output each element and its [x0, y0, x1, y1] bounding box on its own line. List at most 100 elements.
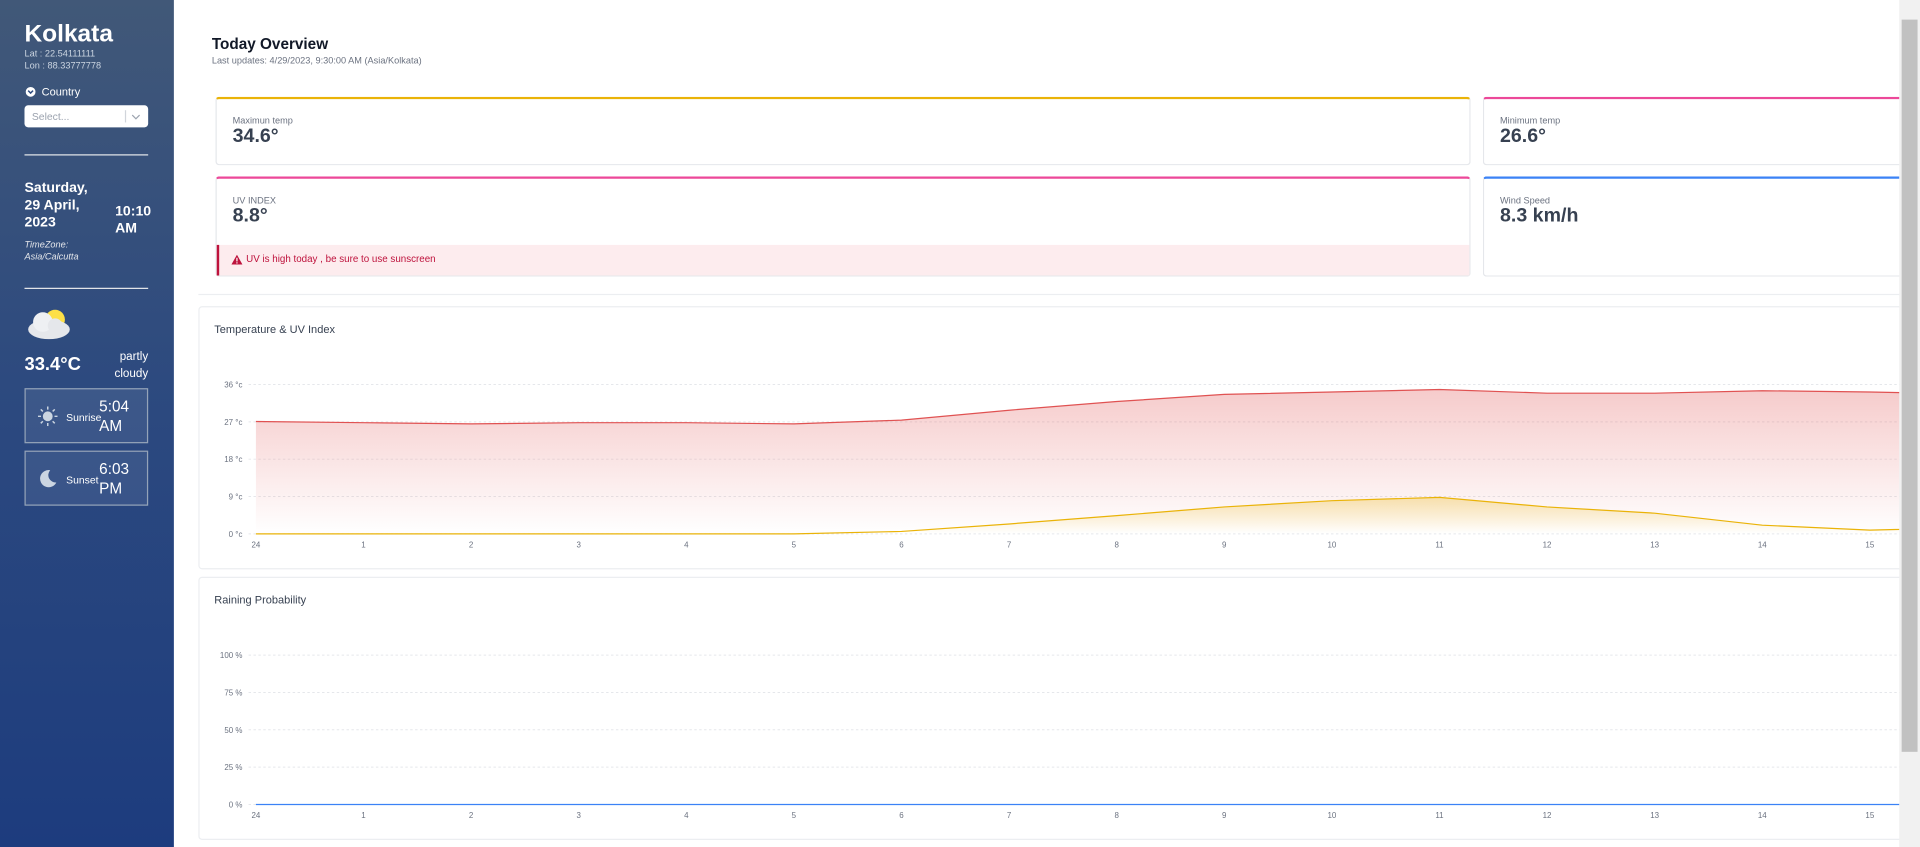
divider [198, 293, 1913, 296]
y-tick-label: 9 °c [229, 493, 243, 502]
sunset-label: Sunset [66, 473, 99, 487]
chart-title: Temperature & UV Index [214, 323, 335, 336]
y-tick-label: 27 °c [224, 418, 242, 427]
uv-alert: UV is high today , be sure to use sunscr… [216, 244, 1470, 276]
card-label: Wind Speed [1500, 194, 1551, 206]
warning-icon [231, 254, 243, 265]
country-select[interactable]: Select... [24, 105, 149, 128]
chevron [131, 114, 141, 120]
y-tick-label: 18 °c [224, 455, 242, 464]
wind-card: Wind Speed 8.3 km/h [1482, 176, 1912, 277]
x-tick-label: 4 [684, 811, 689, 820]
y-tick-label: 100 % [220, 651, 243, 660]
x-tick-label: 3 [576, 540, 581, 549]
area [255, 389, 1901, 534]
card-label: Maximun temp [232, 115, 293, 127]
card-value: 26.6° [1500, 126, 1546, 147]
timezone: TimeZone: Asia/Calcutta [24, 238, 79, 263]
x-tick-label: 15 [1865, 540, 1874, 549]
area [255, 497, 1901, 534]
y-tick-label: 25 % [224, 763, 242, 772]
x-tick-label: 7 [1007, 540, 1012, 549]
x-tick-label: 13 [1650, 540, 1659, 549]
x-tick-label: 5 [792, 811, 797, 820]
scrollbar-thumb[interactable] [1901, 19, 1918, 752]
weather-icon [28, 309, 70, 340]
card-value: 8.8° [232, 205, 268, 227]
x-tick-label: 12 [1543, 811, 1552, 820]
line [255, 388, 1901, 425]
sunrise-label: Sunrise [66, 411, 102, 424]
x-tick-label: 15 [1865, 811, 1874, 820]
card-value: 34.6° [232, 126, 279, 147]
moon-icon [40, 470, 57, 488]
date: Saturday, 29 April, 2023 [24, 181, 88, 231]
scrollbar[interactable] [1899, 0, 1920, 847]
x-tick-label: 2 [469, 540, 474, 549]
chart-title: Raining Probability [214, 593, 307, 607]
min-temp-card: Minimum temp 26.6° [1482, 96, 1912, 166]
y-tick-label: 36 °c [224, 381, 242, 390]
x-tick-label: 14 [1758, 540, 1767, 549]
select-placeholder: Select... [31, 110, 70, 123]
chart: 0 %25 %50 %75 %100 %24 1 2 3 4 5 6 7 8 9 10 11 12 13 1… [220, 651, 1901, 820]
x-tick-label: 3 [576, 811, 581, 820]
divider [24, 154, 149, 156]
last-updated: Last updates: 4/29/2023, 9:30:00 AM (Asi… [211, 55, 422, 67]
x-tick-label: 7 [1007, 811, 1012, 820]
x-tick-label: 8 [1114, 811, 1119, 820]
x-tick-label: 24 [251, 811, 260, 820]
rain-panel: Raining Probability 0 % 25 % 50 % 75 % 100 %… [198, 576, 1913, 841]
temp-uv-panel: Temperature & UV Index 0 °c 9 °c 18 °c 27 °… [198, 306, 1913, 570]
alert-text: UV is high today , be sure to use sunscr… [246, 253, 436, 265]
x-tick-label: 4 [684, 540, 689, 549]
x-tick-label: 6 [899, 540, 904, 549]
sunset-time: 6:03 PM [99, 460, 129, 498]
max-temp-card: Maximun temp 34.6° [215, 96, 1471, 166]
sun-icon [37, 406, 58, 427]
x-tick-label: 2 [469, 811, 474, 820]
x-tick-label: 9 [1222, 540, 1227, 549]
divider [24, 287, 149, 289]
sidebar: Kolkata Lat : 22.54111111 Lon : 88.33777… [0, 0, 174, 847]
line [255, 496, 1901, 535]
x-tick-label: 11 [1435, 540, 1444, 549]
y-tick-label: 75 % [224, 689, 242, 698]
x-tick-label: 5 [792, 540, 797, 549]
x-tick-label: 10 [1327, 540, 1336, 549]
x-tick-label: 10 [1327, 811, 1336, 820]
x-tick-label: 1 [361, 540, 366, 549]
x-tick-label: 12 [1543, 540, 1552, 549]
card-label: UV INDEX [232, 194, 277, 206]
lon: Lon : 88.33777778 [24, 60, 102, 72]
x-tick-label: 1 [361, 811, 366, 820]
temperature: 33.4°C [24, 353, 81, 375]
card-value: 8.3 km/h [1500, 205, 1579, 227]
x-tick-label: 13 [1650, 811, 1659, 820]
condition: partly cloudy [114, 350, 149, 381]
city: Kolkata [24, 20, 113, 48]
sunrise-box: Sunrise 5:04 AM [24, 388, 149, 444]
globe-icon [25, 86, 36, 97]
y-tick-label: 0 °c [229, 530, 243, 539]
card-label: Minimum temp [1500, 115, 1561, 127]
sunrise-time: 5:04 AM [99, 397, 129, 435]
y-tick-label: 50 % [224, 726, 242, 735]
chart: 0 °c9 °c18 °c27 °c36 °c24 1 2 3 4 5 6 7 8 9 10 11 12… [224, 381, 1901, 549]
overview-title: Today Overview [211, 35, 329, 53]
x-tick-label: 11 [1435, 811, 1444, 820]
select-separator [124, 110, 127, 123]
time: 10:10 AM [115, 204, 152, 237]
y-tick-label: 0 % [229, 801, 243, 810]
uv-card: UV INDEX 8.8° UV is high today , be sure… [215, 176, 1471, 277]
lat: Lat : 22.54111111 [24, 47, 96, 59]
x-tick-label: 24 [251, 540, 260, 549]
x-tick-label: 14 [1758, 811, 1767, 820]
x-tick-label: 8 [1114, 540, 1119, 549]
sunset-box: Sunset 6:03 PM [24, 450, 149, 506]
x-tick-label: 6 [899, 811, 904, 820]
x-tick-label: 9 [1222, 811, 1227, 820]
country-label: Country [41, 85, 81, 98]
